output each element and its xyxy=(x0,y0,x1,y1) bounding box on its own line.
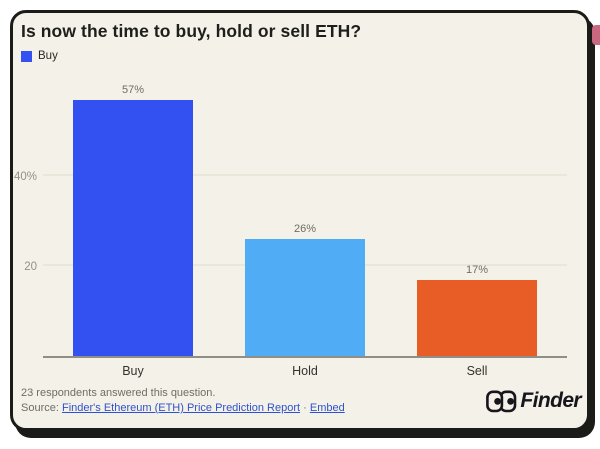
chart-legend: Buy xyxy=(21,50,58,62)
x-axis-label-sell: Sell xyxy=(466,364,488,378)
legend-label-buy: Buy xyxy=(38,50,58,62)
source-prefix: Source: xyxy=(21,402,59,414)
finder-eyes-icon xyxy=(486,389,517,413)
value-label-hold: 26% xyxy=(293,223,317,236)
y-tick-label-20: 20 xyxy=(24,261,37,274)
respondents-note: 23 respondents answered this question. xyxy=(21,387,216,399)
x-axis-label-buy: Buy xyxy=(122,364,144,378)
gridline-40 xyxy=(43,174,567,177)
bar-buy[interactable] xyxy=(73,100,193,356)
bar-hold[interactable] xyxy=(245,239,365,356)
x-axis-label-hold: Hold xyxy=(292,364,318,378)
bar-sell[interactable] xyxy=(417,279,537,356)
legend-swatch-buy xyxy=(21,50,32,62)
y-tick-label-40: 40% xyxy=(13,171,37,184)
finder-logo-text: Finder xyxy=(520,389,581,412)
chart-card: Is now the time to buy, hold or sell ETH… xyxy=(10,10,590,431)
source-separator: · xyxy=(303,402,307,414)
plot-area: 40% 20 57% Buy 26% Hold 17% Sell xyxy=(14,75,567,378)
source-report-link[interactable]: Finder's Ethereum (ETH) Price Prediction… xyxy=(61,402,301,414)
chart-title: Is now the time to buy, hold or sell ETH… xyxy=(21,21,362,41)
finder-logo[interactable]: Finder xyxy=(486,389,582,413)
value-label-sell: 17% xyxy=(465,263,489,276)
source-line: Source: Finder's Ethereum (ETH) Price Pr… xyxy=(21,402,345,414)
page-edge-accent xyxy=(592,25,600,45)
embed-link[interactable]: Embed xyxy=(309,402,345,414)
value-label-buy: 57% xyxy=(121,84,145,97)
